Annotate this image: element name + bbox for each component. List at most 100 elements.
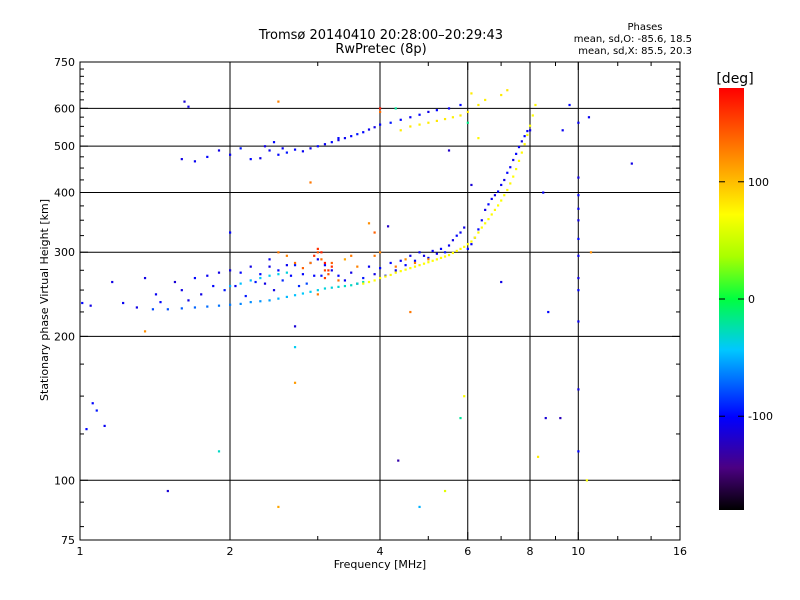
- data-point: [477, 137, 480, 140]
- data-point: [277, 100, 280, 103]
- data-point: [362, 282, 365, 285]
- data-point: [212, 284, 215, 288]
- data-point: [577, 237, 580, 241]
- data-point: [447, 244, 451, 247]
- data-point: [316, 289, 319, 292]
- data-point: [577, 320, 580, 323]
- data-point: [447, 149, 451, 152]
- data-point: [418, 264, 421, 267]
- data-point: [379, 107, 382, 110]
- data-point: [293, 346, 297, 349]
- data-point: [409, 116, 412, 119]
- x-tick-label: 8: [527, 545, 534, 558]
- data-point: [343, 279, 347, 282]
- y-axis-label: Stationary phase Virtual Height [km]: [38, 199, 51, 401]
- data-point: [217, 149, 221, 152]
- data-point: [293, 325, 297, 328]
- data-point: [379, 276, 382, 280]
- data-point: [277, 269, 280, 272]
- data-point: [350, 271, 353, 274]
- data-point: [484, 208, 487, 212]
- data-point: [337, 279, 340, 282]
- data-point: [337, 137, 340, 140]
- data-point: [443, 255, 447, 258]
- data-point: [239, 271, 242, 274]
- data-point: [506, 188, 509, 192]
- data-point: [239, 302, 242, 305]
- data-point: [229, 153, 232, 156]
- data-point: [480, 226, 483, 229]
- data-point: [451, 116, 455, 119]
- data-point: [320, 258, 323, 261]
- data-point: [466, 110, 469, 114]
- data-point: [373, 231, 376, 234]
- data-point: [289, 274, 293, 277]
- data-point: [484, 98, 487, 102]
- data-point: [95, 409, 98, 412]
- data-point: [234, 284, 237, 288]
- data-point: [431, 249, 434, 253]
- data-point: [394, 107, 397, 110]
- data-point: [330, 141, 333, 144]
- data-point: [534, 103, 537, 107]
- data-point: [229, 269, 232, 272]
- y-tick-label: 75: [61, 534, 75, 547]
- data-point: [367, 128, 371, 131]
- data-point: [254, 280, 257, 284]
- x-tick-label: 10: [571, 545, 585, 558]
- data-point: [490, 197, 493, 201]
- data-point: [435, 258, 438, 261]
- axis-ticks: [79, 61, 681, 541]
- data-point: [285, 295, 288, 299]
- data-point: [316, 258, 319, 261]
- data-point: [309, 181, 312, 184]
- data-point: [285, 151, 288, 154]
- x-axis-label: Frequency [MHz]: [334, 558, 426, 571]
- data-point: [305, 282, 308, 285]
- y-tick-label: 200: [54, 330, 75, 343]
- data-point: [268, 274, 271, 277]
- data-point: [459, 103, 462, 107]
- data-point: [463, 245, 466, 248]
- data-point: [413, 265, 417, 268]
- data-point: [523, 135, 526, 138]
- data-point: [122, 301, 125, 305]
- data-point: [389, 273, 392, 277]
- data-point: [309, 261, 312, 265]
- chart-subtitle: RwPretec (8p): [335, 42, 426, 57]
- data-point: [577, 207, 580, 210]
- data-point: [409, 267, 412, 270]
- data-point: [542, 191, 545, 194]
- data-point: [217, 271, 221, 274]
- data-point: [285, 264, 288, 267]
- colorbar-tick-label: 100: [748, 176, 769, 189]
- data-point: [373, 279, 376, 282]
- data-point: [173, 280, 177, 284]
- data-point: [577, 388, 580, 391]
- data-point: [477, 103, 480, 107]
- data-point: [561, 129, 564, 132]
- data-point: [277, 251, 280, 254]
- data-point: [277, 297, 280, 300]
- data-point: [466, 121, 469, 124]
- data-point: [520, 151, 523, 154]
- data-point: [259, 273, 262, 276]
- data-point: [373, 126, 376, 129]
- data-point: [180, 158, 183, 161]
- data-point: [268, 299, 271, 302]
- data-point: [337, 139, 340, 142]
- data-point: [323, 261, 327, 265]
- data-point: [356, 265, 359, 268]
- data-point: [362, 131, 365, 134]
- data-point: [330, 269, 333, 272]
- colorbar-tick-label: -100: [748, 410, 773, 423]
- data-point: [443, 489, 447, 493]
- data-point: [259, 276, 262, 280]
- data-point: [111, 280, 114, 284]
- data-point: [268, 258, 271, 261]
- data-point: [577, 121, 580, 124]
- data-point: [427, 258, 430, 261]
- y-tick-labels: 75 100 200 300 400 500 600 750: [54, 56, 75, 547]
- data-point: [180, 289, 183, 292]
- data-point: [506, 171, 509, 174]
